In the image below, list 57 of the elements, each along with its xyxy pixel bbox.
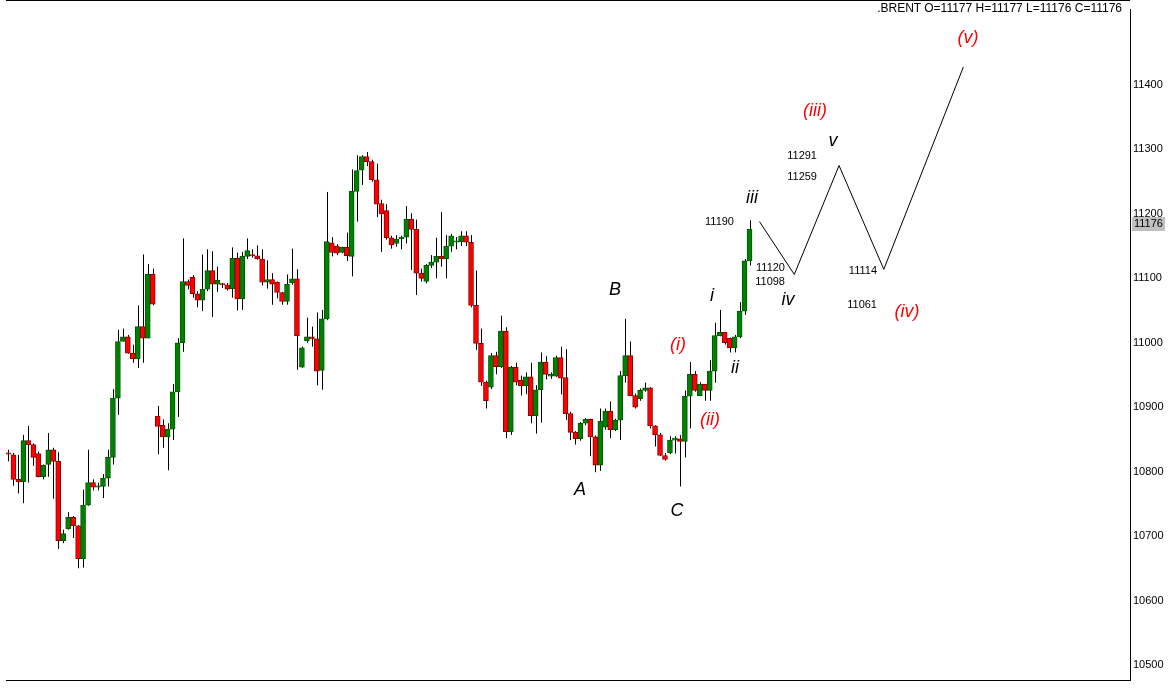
annotation: ii xyxy=(731,357,740,377)
candlestick xyxy=(269,272,275,306)
annotation: iv xyxy=(781,289,796,309)
candlestick xyxy=(139,253,146,364)
candlestick xyxy=(522,371,529,395)
y-tick-label: 11300 xyxy=(1133,142,1163,155)
y-tick-label: 10500 xyxy=(1133,657,1164,670)
candlestick xyxy=(105,449,111,487)
annotation: (iv) xyxy=(894,301,920,321)
candlestick xyxy=(438,211,444,268)
candlestick xyxy=(687,361,693,429)
chart-title: .BRENT O=11177 H=11177 L=11176 C=11176 xyxy=(877,1,1123,16)
annotation: A xyxy=(572,479,587,499)
y-tick-label: 11400 xyxy=(1133,78,1163,91)
candlestick xyxy=(443,234,449,279)
annotation: 11120 xyxy=(756,261,785,274)
annotation: (iii) xyxy=(803,100,827,120)
y-tick-label: 10800 xyxy=(1133,464,1164,477)
candlestick xyxy=(259,248,265,286)
y-tick-label: 11200 xyxy=(1133,206,1163,219)
annotation: 11114 xyxy=(848,264,877,277)
text: 11176 xyxy=(1134,217,1163,230)
annotation: 11098 xyxy=(755,275,785,288)
annotation: i xyxy=(710,285,715,305)
annotation: 11061 xyxy=(847,298,877,311)
annotation: B xyxy=(608,279,622,299)
candlestick xyxy=(50,447,57,500)
candlestick xyxy=(130,344,136,364)
annotation: (v) xyxy=(957,27,979,47)
candlestick xyxy=(70,515,76,539)
candlestick xyxy=(125,334,131,355)
candlestick xyxy=(483,380,489,409)
candlestick xyxy=(448,233,454,253)
candlestick xyxy=(328,236,335,257)
annotation: v xyxy=(828,130,839,150)
annotation: 11291 xyxy=(787,149,817,162)
y-tick-label: 11000 xyxy=(1133,335,1163,348)
y-tick-label: 11100 xyxy=(1133,271,1162,284)
annotation: (ii) xyxy=(700,409,720,429)
candlestick xyxy=(622,318,629,384)
candlestick xyxy=(85,449,91,507)
annotation: C xyxy=(670,500,685,520)
candlestick xyxy=(652,424,658,447)
candlestick xyxy=(25,425,32,484)
annotation: 11190 xyxy=(705,215,734,228)
candlestick xyxy=(692,370,698,393)
y-tick-label: 10700 xyxy=(1133,529,1164,542)
annotation: 11259 xyxy=(787,170,817,183)
annotation: (i) xyxy=(670,334,686,354)
y-tick-label: 10600 xyxy=(1133,593,1164,606)
candlestick xyxy=(154,405,161,455)
candlestick xyxy=(512,362,519,386)
annotation: iii xyxy=(746,187,759,207)
y-tick-label: 10900 xyxy=(1133,400,1164,413)
candlestick xyxy=(667,435,673,455)
candlestick xyxy=(264,259,270,290)
candlestick xyxy=(493,351,499,375)
